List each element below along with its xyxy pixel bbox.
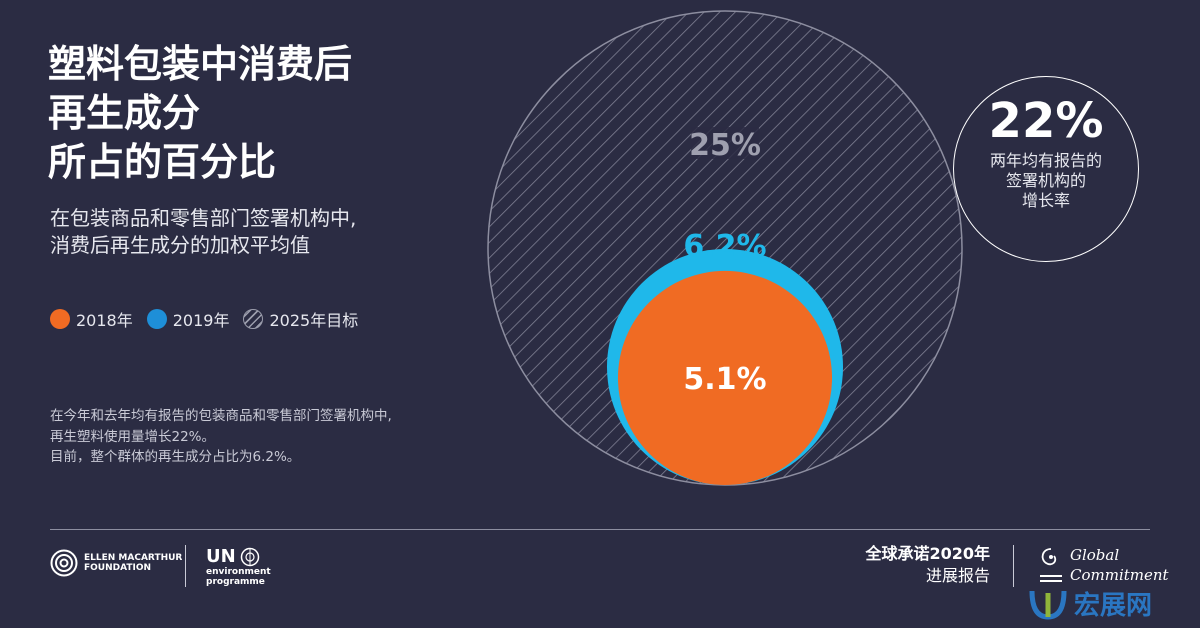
watermark-logo-icon xyxy=(1029,590,1067,620)
chart-subtitle: 在包装商品和零售部门签署机构中, 消费后再生成分的加权平均值 xyxy=(50,205,356,259)
efm-line: ELLEN MACARTHUR xyxy=(84,553,183,563)
footer-separator xyxy=(185,545,186,587)
badge-label-line: 两年均有报告的 xyxy=(989,151,1102,170)
footnote-line: 目前，整个群体的再生成分占比为6.2%。 xyxy=(50,449,301,465)
data-label-2019: 6.2% xyxy=(683,229,766,264)
title-line: 塑料包装中消费后 xyxy=(48,42,353,86)
unep-line: programme xyxy=(206,577,265,587)
title-line: 所占的百分比 xyxy=(48,140,277,184)
efm-line: FOUNDATION xyxy=(84,563,152,573)
legend-label: 2019年 xyxy=(172,311,230,330)
ellen-macarthur-logo: ELLEN MACARTHUR FOUNDATION xyxy=(50,549,182,577)
report-title: 全球承诺2020年 进展报告 xyxy=(865,543,990,587)
title-line: 再生成分 xyxy=(48,91,201,135)
data-label-2018: 5.1% xyxy=(683,362,766,397)
global-commitment-icon xyxy=(1040,548,1062,582)
chart-title: 塑料包装中消费后 再生成分 所占的百分比 xyxy=(48,40,352,187)
legend-item-2025-target: 2025年目标 xyxy=(243,307,358,331)
gc-line: Global xyxy=(1070,546,1120,564)
legend-swatch-orange xyxy=(50,309,70,329)
subtitle-line: 在包装商品和零售部门签署机构中, xyxy=(50,206,357,230)
legend-swatch-blue xyxy=(146,309,167,329)
legend-label: 2018年 xyxy=(76,311,133,330)
badge-label-line: 签署机构的 xyxy=(1005,171,1086,190)
circle-2018 xyxy=(617,270,833,485)
footnote-line: 再生塑料使用量增长22%。 xyxy=(50,428,216,445)
gc-line: Commitment xyxy=(1070,566,1169,584)
un-emblem-icon xyxy=(240,547,259,567)
circle-2025-target xyxy=(487,10,963,486)
legend: 2018年 2019年 2025年目标 xyxy=(50,307,372,331)
footer-divider xyxy=(50,529,1150,530)
badge-label-line: 增长率 xyxy=(1021,191,1070,210)
badge-label: 两年均有报告的 签署机构的 增长率 xyxy=(954,151,1138,211)
unep-line: environment xyxy=(206,567,271,577)
footer-separator xyxy=(1013,545,1014,587)
subtitle-line: 消费后再生成分的加权平均值 xyxy=(50,233,310,257)
watermark-text: 宏展网 xyxy=(1074,591,1153,621)
efm-rings-icon xyxy=(50,549,78,577)
report-line: 全球承诺2020年 xyxy=(865,544,990,563)
data-label-2025: 25% xyxy=(689,128,761,163)
global-commitment-wordmark: Global Commitment xyxy=(1070,545,1169,585)
legend-item-2019: 2019年 xyxy=(146,307,230,331)
legend-swatch-hatched xyxy=(243,309,264,329)
footnote-line: 在今年和去年均有报告的包装商品和零售部门签署机构中, xyxy=(50,408,392,424)
report-line: 进展报告 xyxy=(925,566,990,585)
badge-value: 22% xyxy=(988,93,1104,149)
legend-label: 2025年目标 xyxy=(269,311,359,330)
label-background xyxy=(691,127,759,159)
legend-item-2018: 2018年 xyxy=(50,307,133,331)
efm-wordmark: ELLEN MACARTHUR FOUNDATION xyxy=(84,553,182,573)
un-label: UN xyxy=(206,546,236,567)
unep-subtext: environment programme xyxy=(206,567,271,587)
footnote: 在今年和去年均有报告的包装商品和零售部门签署机构中, 再生塑料使用量增长22%。… xyxy=(50,406,392,468)
unep-logo: UN environment programme xyxy=(206,546,271,588)
watermark: 宏展网 xyxy=(1028,585,1152,622)
growth-badge: 22% 两年均有报告的 签署机构的 增长率 xyxy=(953,76,1139,262)
